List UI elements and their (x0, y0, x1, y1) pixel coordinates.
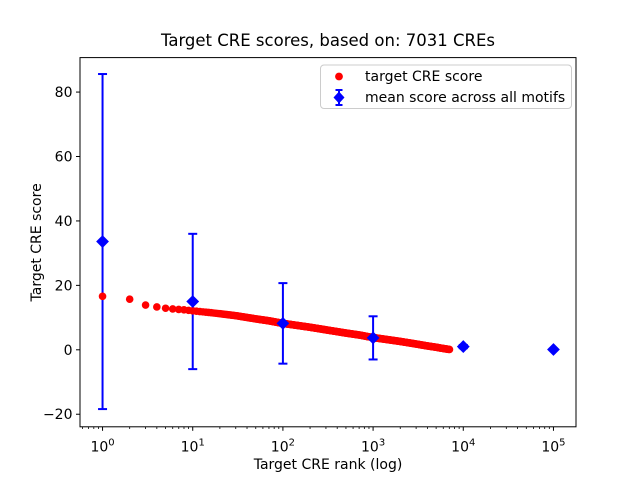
y-tick-label: 0 (64, 343, 73, 359)
target-score-point (445, 345, 454, 354)
mean-score-point (366, 331, 380, 345)
plot-area: 100 101 102 103 104 105 −20 0 20 40 60 80 (43, 57, 577, 456)
mean-score-point (456, 340, 470, 353)
legend: target CRE score mean score across all m… (320, 64, 572, 109)
target-score-point (168, 305, 177, 313)
x-tick-label: 104 (451, 438, 475, 456)
mean-score-point (96, 235, 109, 248)
axes-spines (79, 57, 577, 428)
y-tick-label: 60 (55, 150, 73, 166)
y-tick-label: 20 (55, 278, 73, 294)
legend-box (320, 64, 572, 109)
mean-score-point (186, 295, 200, 308)
mean-score-point (276, 316, 290, 330)
y-tick-label: 40 (55, 214, 73, 230)
target-score-point (161, 304, 170, 313)
x-tick-label: 103 (361, 438, 385, 456)
x-tick-label: 102 (271, 438, 295, 456)
y-tick-label: −20 (43, 407, 73, 423)
legend-label-target-score: target CRE score (365, 69, 482, 85)
legend-label-mean-score: mean score across all motifs (365, 90, 565, 106)
y-tick-label: 80 (55, 85, 73, 101)
chart-title: Target CRE scores, based on: 7031 CREs (160, 31, 495, 50)
mean-score-point (547, 343, 560, 356)
y-axis-label: Target CRE score (29, 183, 45, 302)
x-tick-label: 105 (541, 438, 565, 456)
target-score-point (153, 303, 161, 311)
target-score-point (125, 295, 134, 304)
target-score-point (141, 301, 150, 309)
x-tick-label: 101 (181, 438, 205, 456)
legend-target-score-marker-icon (335, 72, 343, 81)
legend-mean-score-marker-icon (333, 89, 345, 106)
target-score-point (98, 292, 107, 301)
x-axis-label: Target CRE rank (log) (253, 457, 403, 473)
x-tick-label: 100 (90, 438, 114, 456)
